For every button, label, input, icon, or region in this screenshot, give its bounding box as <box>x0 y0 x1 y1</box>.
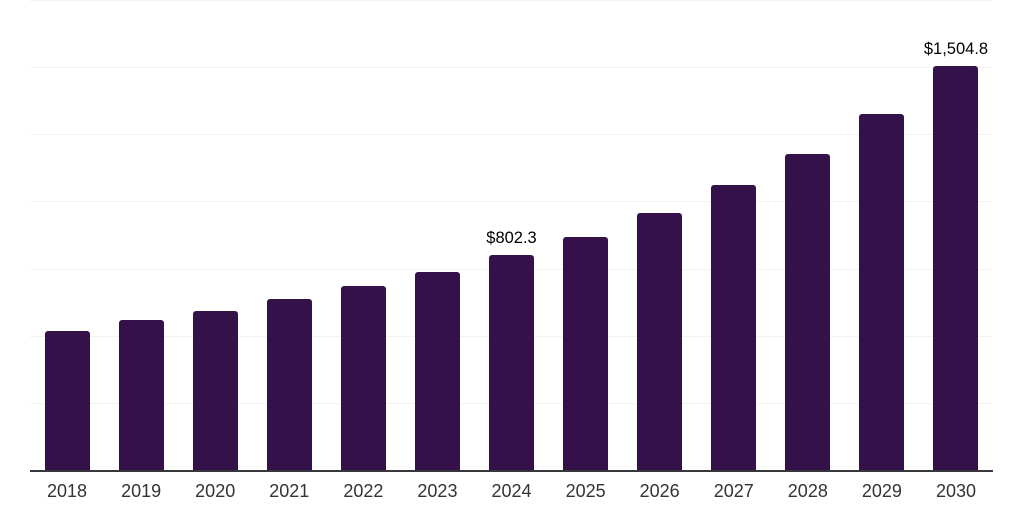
gridline-1750 <box>30 0 993 1</box>
gridline-1250 <box>30 134 993 136</box>
bar-2022 <box>340 285 386 470</box>
bar-slot-2024: $802.3 <box>474 0 548 470</box>
x-tick-label-2024: 2024 <box>491 481 532 501</box>
bar-2020 <box>192 310 238 470</box>
bar-2025 <box>563 236 609 470</box>
x-axis-labels: 2018 2019 2020 2021 2022 2023 2024 2025 2026 2027… <box>30 482 993 500</box>
gridline-1500 <box>30 67 993 69</box>
bar-slot-2022 <box>326 0 400 470</box>
x-tick-label-2019: 2019 <box>121 481 162 501</box>
plot-area: $802.3 $1,504.8 <box>30 0 993 470</box>
bar-2024 <box>489 254 534 470</box>
bar-slot-2021 <box>252 0 326 470</box>
bar-2029 <box>859 113 905 470</box>
x-tick-label-2022: 2022 <box>343 481 384 501</box>
x-tick-label-2027: 2027 <box>713 481 754 501</box>
bar-2019 <box>118 320 164 470</box>
bar-2023 <box>414 271 460 470</box>
x-tick-label-2025: 2025 <box>565 481 606 501</box>
x-tick-label-2026: 2026 <box>639 481 680 501</box>
x-tick-label-2030: 2030 <box>935 481 976 501</box>
value-label-2030: $1,504.8 <box>923 40 989 59</box>
bar-slot-2027 <box>697 0 771 470</box>
x-tick-label-2020: 2020 <box>195 481 236 501</box>
bar-slot-2026 <box>623 0 697 470</box>
bar-2018 <box>44 330 90 470</box>
value-label-2024: $802.3 <box>486 229 537 248</box>
bar-slot-2029 <box>845 0 919 470</box>
bar-slot-2023 <box>400 0 474 470</box>
bar-2026 <box>637 213 683 470</box>
x-tick-label-2021: 2021 <box>269 481 310 501</box>
bar-2030 <box>933 65 979 470</box>
bar-2021 <box>266 299 312 470</box>
bar-2027 <box>711 185 757 470</box>
x-axis-line <box>30 470 993 472</box>
bar-slot-2025 <box>549 0 623 470</box>
bar-slot-2018 <box>30 0 104 470</box>
bar-slot-2028 <box>771 0 845 470</box>
x-tick-label-2029: 2029 <box>861 481 902 501</box>
bar-slot-2030: $1,504.8 <box>919 0 993 470</box>
x-tick-label-2023: 2023 <box>417 481 458 501</box>
x-tick-label-2028: 2028 <box>787 481 828 501</box>
bars-row: $802.3 $1,504.8 <box>30 0 993 470</box>
x-tick-label-2018: 2018 <box>47 481 88 501</box>
bar-slot-2019 <box>104 0 178 470</box>
bar-2028 <box>785 154 831 470</box>
bar-slot-2020 <box>178 0 252 470</box>
gridline-1000 <box>30 201 993 203</box>
